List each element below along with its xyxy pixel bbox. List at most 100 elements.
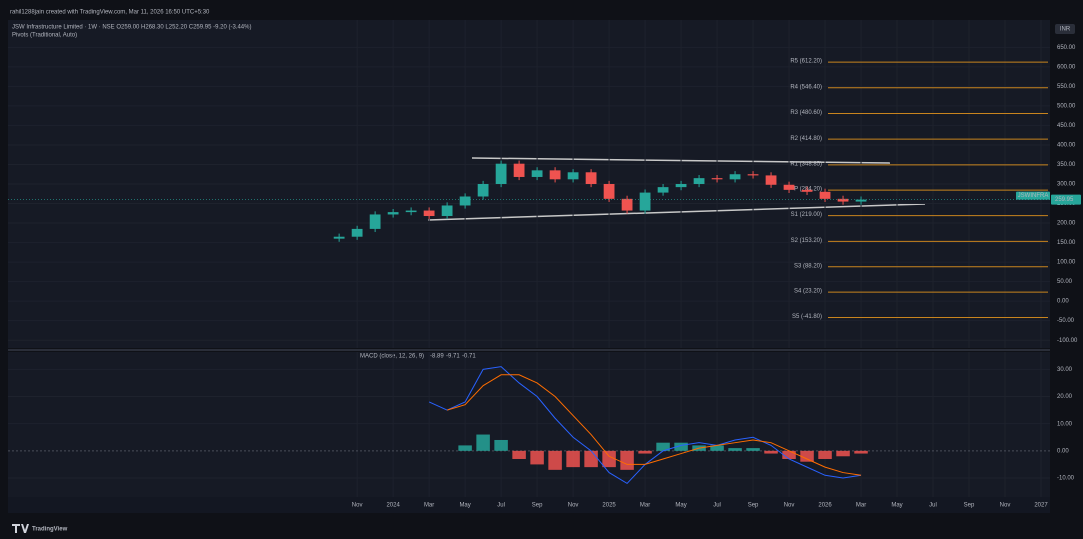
histogram-bar [764, 450, 778, 454]
histogram-bar [584, 450, 598, 468]
y-tick-label: -100.00 [1057, 338, 1078, 344]
x-tick-label: Nov [352, 503, 363, 509]
candle-body [657, 187, 669, 193]
y-tick-label: 300.00 [1057, 182, 1076, 188]
pivot-label: S5 (-41.80) [792, 314, 822, 320]
footer [0, 514, 1083, 539]
y-tick-label: 450.00 [1057, 123, 1076, 129]
histogram-bar [566, 450, 580, 468]
y-tick-label: 500.00 [1057, 103, 1076, 109]
candle-body [549, 170, 561, 180]
brand: TradingView [32, 527, 68, 533]
histogram-bar [476, 434, 490, 451]
candle-body [621, 198, 633, 211]
histogram-bar [620, 450, 634, 470]
x-tick-label: May [891, 503, 902, 509]
y-tick-label: 650.00 [1057, 45, 1076, 51]
x-tick-label: Jul [497, 503, 505, 509]
candle-body [405, 210, 417, 213]
symbol-legend: JSW Infrastructure Limited · 1W · NSE O2… [12, 25, 251, 31]
macd-legend-value: -8.89 [430, 354, 444, 360]
candle-body [711, 178, 723, 180]
y-tick-label: 20.00 [1057, 394, 1073, 400]
histogram-bar [710, 445, 724, 451]
pivot-label: P (284.20) [794, 187, 822, 193]
x-tick-label: Sep [748, 503, 759, 509]
histogram-bar [836, 450, 850, 457]
macd-legend-value: -0.71 [462, 354, 476, 360]
histogram-bar [494, 439, 508, 451]
x-tick-label: 2027 [1034, 503, 1048, 509]
candle-body [459, 196, 471, 206]
x-tick-label: 2025 [602, 503, 616, 509]
pivot-label: S4 (23.20) [794, 289, 822, 295]
candle-body [819, 191, 831, 199]
candle-body [477, 184, 489, 197]
logo [12, 524, 29, 533]
candle-body [675, 184, 687, 188]
y-tick-label: -50.00 [1057, 318, 1075, 324]
histogram-bar [458, 445, 472, 451]
histogram-bar [818, 450, 832, 459]
histogram-bar [530, 450, 544, 465]
x-tick-label: May [675, 503, 686, 509]
histogram-bar [782, 450, 796, 459]
y-tick-label: 0.00 [1057, 448, 1069, 454]
credit: rahil1288jain created with TradingView.c… [10, 10, 210, 16]
candle-body [765, 175, 777, 185]
macd-legend-value: -9.71 [446, 354, 460, 360]
histogram-bar [800, 450, 814, 462]
y-tick-label: 100.00 [1057, 260, 1076, 266]
last-price-bg [1051, 194, 1081, 205]
y-tick-label: 550.00 [1057, 84, 1076, 90]
currency-box [1055, 24, 1075, 34]
candle-body [531, 170, 543, 177]
y-tick-label: 50.00 [1057, 279, 1073, 285]
candle-body [513, 163, 525, 177]
macd-title: MACD (close, 12, 26, 9) [360, 354, 424, 360]
macd-pane [8, 352, 1050, 497]
candle-body [495, 163, 507, 184]
currency: INR [1060, 27, 1071, 33]
candle-body [585, 172, 597, 184]
histogram-bar [746, 448, 760, 451]
candle-body [441, 205, 453, 217]
pivot-label: R3 (480.60) [790, 110, 822, 116]
pivot-label: S2 (153.20) [791, 238, 822, 244]
histogram-bar [728, 448, 742, 451]
candle-body [783, 184, 795, 190]
pivot-label: S1 (219.00) [791, 212, 822, 218]
histogram-bar [548, 450, 562, 470]
histogram-bar [602, 450, 616, 468]
trend-line-lower [427, 203, 926, 221]
x-tick-label: Sep [532, 503, 543, 509]
y-tick-label: 10.00 [1057, 421, 1073, 427]
candle-body [333, 236, 345, 239]
candle-body [693, 178, 705, 184]
candle-body [747, 174, 759, 176]
y-tick-label: 200.00 [1057, 221, 1076, 227]
y-tick-label: 350.00 [1057, 162, 1076, 168]
candle-body [567, 172, 579, 180]
candle-body [837, 198, 849, 202]
x-tick-label: 2026 [818, 503, 832, 509]
x-tick-label: Mar [856, 503, 866, 509]
x-tick-label: Jul [713, 503, 721, 509]
y-tick-label: 600.00 [1057, 64, 1076, 70]
candle-body [729, 174, 741, 180]
x-tick-label: Sep [964, 503, 975, 509]
y-tick-label: 30.00 [1057, 367, 1073, 373]
y-tick-label: 0.00 [1057, 299, 1069, 305]
y-tick-label: -10.00 [1057, 476, 1075, 482]
x-tick-label: 2024 [386, 503, 400, 509]
candle-body [351, 228, 363, 237]
pivot-label: R5 (612.20) [790, 59, 822, 65]
last-price-label: 259.95 [1055, 197, 1074, 203]
candle-body [369, 214, 381, 229]
x-tick-label: Nov [568, 503, 579, 509]
indicator-legend: Pivots (Traditional, Auto) [12, 33, 77, 39]
x-tick-label: Jul [929, 503, 937, 509]
x-tick-label: Nov [784, 503, 795, 509]
pivot-label: S3 (88.20) [794, 263, 822, 269]
